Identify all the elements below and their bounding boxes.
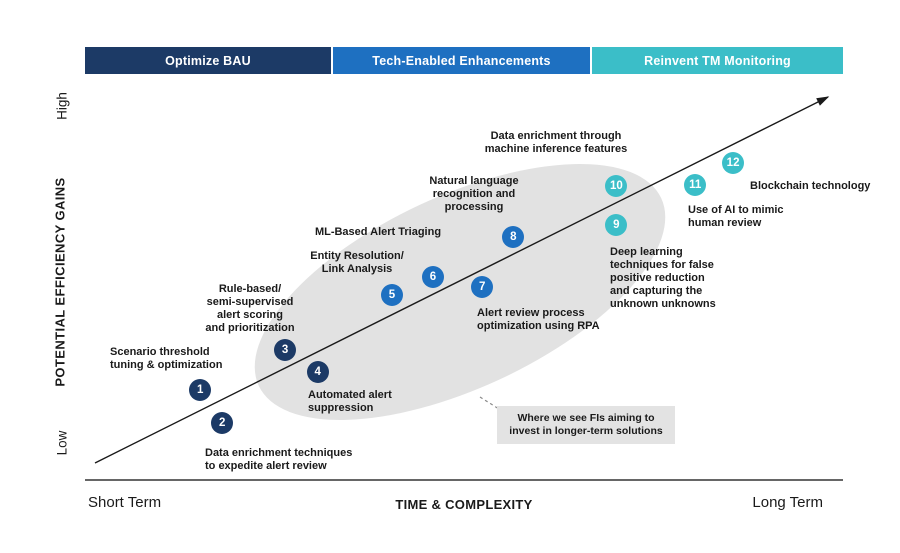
point-2-marker: 2 bbox=[211, 412, 234, 435]
point-4-marker: 4 bbox=[306, 360, 329, 383]
point-3-marker: 3 bbox=[274, 339, 297, 362]
point-2-label: Data enrichment techniques to expedite a… bbox=[205, 447, 353, 472]
band-optimize-bau: Optimize BAU bbox=[85, 47, 331, 74]
focus-ellipse bbox=[254, 164, 666, 420]
point-3-label: Rule-based/ semi-supervised alert scorin… bbox=[205, 283, 295, 334]
point-6-marker: 6 bbox=[421, 265, 444, 288]
x-axis-left-label: Short Term bbox=[88, 494, 162, 511]
point-11-marker: 11 bbox=[684, 174, 707, 197]
point-6-label: ML-Based Alert Triaging bbox=[314, 226, 442, 238]
diagonal-trend-arrow bbox=[94, 96, 830, 464]
point-5-label: Entity Resolution/ Link Analysis bbox=[310, 250, 404, 275]
band-reinvent-tm-monitoring: Reinvent TM Monitoring bbox=[592, 47, 843, 74]
point-1-label: Scenario threshold tuning & optimization bbox=[110, 346, 223, 371]
point-9-label: Deep learning techniques for false posit… bbox=[610, 246, 716, 310]
x-axis-title: TIME & COMPLEXITY bbox=[395, 497, 533, 512]
point-7-marker: 7 bbox=[471, 275, 494, 298]
point-9-marker: 9 bbox=[605, 213, 628, 236]
point-8-marker: 8 bbox=[502, 226, 525, 249]
point-12-label: Blockchain technology bbox=[750, 180, 871, 192]
point-11-label: Use of AI to mimic human review bbox=[688, 204, 784, 229]
annotation-box: Where we see FIs aiming to invest in lon… bbox=[497, 406, 675, 444]
point-4-label: Automated alert suppression bbox=[308, 389, 392, 414]
point-5-marker: 5 bbox=[380, 284, 403, 307]
point-12-marker: 12 bbox=[722, 151, 745, 174]
point-8-label: Natural language recognition and process… bbox=[429, 175, 519, 213]
point-1-marker: 1 bbox=[189, 378, 212, 401]
point-10-marker: 10 bbox=[605, 174, 628, 197]
point-10-label: Data enrichment through machine inferenc… bbox=[484, 130, 628, 155]
x-axis-right-label: Long Term bbox=[752, 494, 823, 511]
band-tech-enabled: Tech-Enabled Enhancements bbox=[333, 47, 590, 74]
point-7-label: Alert review process optimization using … bbox=[477, 307, 600, 332]
